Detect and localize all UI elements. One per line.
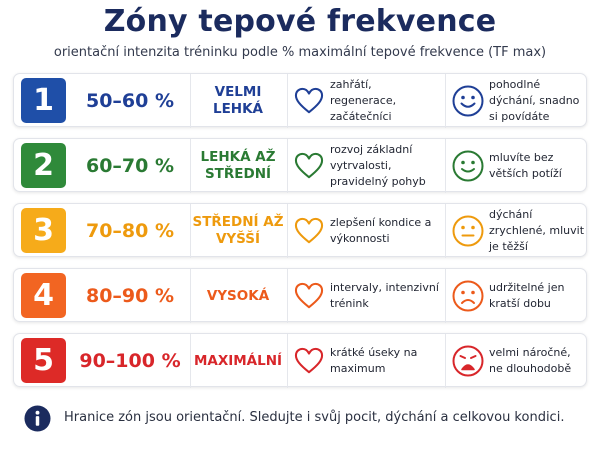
zone-level: VELMI LEHKÁ — [212, 84, 264, 117]
divider — [445, 204, 446, 258]
zone-breathing: dýchání zrychlené, mluvit je těžší — [489, 208, 585, 253]
frowning-face-icon — [452, 280, 484, 312]
zone-number-badge: 4 — [21, 273, 66, 318]
zone-list: 1 50–60 % VELMI LEHKÁ zahřátí, regenerac… — [13, 73, 587, 398]
smiling-face-icon — [452, 85, 484, 117]
divider — [445, 139, 446, 193]
divider — [190, 74, 191, 128]
divider — [190, 204, 191, 258]
zone-percent: 80–90 % — [85, 285, 175, 307]
zone-row-4: 4 80–90 % VYSOKÁ intervaly, intenzivní t… — [13, 268, 587, 323]
zone-number-badge: 2 — [21, 143, 66, 188]
heart-outline-icon — [294, 347, 324, 374]
zone-breathing: udržitelné jen kratší dobu — [489, 281, 565, 310]
neutral-face-icon — [452, 215, 484, 247]
zone-number-badge: 5 — [21, 338, 66, 383]
zone-percent: 50–60 % — [85, 90, 175, 112]
zone-description: krátké úseky na maximum — [330, 346, 418, 375]
info-icon — [24, 405, 51, 432]
page-subtitle: orientační intenzita tréninku podle % ma… — [53, 45, 547, 60]
heart-outline-icon — [294, 87, 324, 114]
divider — [190, 334, 191, 388]
divider — [287, 204, 288, 258]
zone-percent: 60–70 % — [85, 155, 175, 177]
zone-row-2: 2 60–70 % LEHKÁ AŽ STŘEDNÍ rozvoj základ… — [13, 138, 587, 193]
zone-breathing: mluvíte bez větších potíží — [489, 151, 562, 180]
zone-level: VYSOKÁ — [206, 287, 270, 304]
distressed-face-icon — [452, 345, 484, 377]
divider — [287, 334, 288, 388]
divider — [445, 74, 446, 128]
divider — [287, 139, 288, 193]
zone-percent: 70–80 % — [85, 220, 175, 242]
zone-percent: 90–100 % — [79, 350, 181, 372]
heart-outline-icon — [294, 217, 324, 244]
zone-description: zlepšení kondice a výkonnosti — [330, 216, 432, 245]
zone-number-badge: 1 — [21, 78, 66, 123]
zone-number-badge: 3 — [21, 208, 66, 253]
zone-row-1: 1 50–60 % VELMI LEHKÁ zahřátí, regenerac… — [13, 73, 587, 128]
zone-description: rozvoj základní vytrvalosti, pravidelný … — [330, 143, 426, 188]
zone-level: STŘEDNÍ AŽ VYŠŠÍ — [192, 214, 284, 247]
divider — [287, 269, 288, 323]
heart-outline-icon — [294, 282, 324, 309]
divider — [190, 269, 191, 323]
divider — [287, 74, 288, 128]
zone-description: zahřátí, regenerace, začátečníci — [330, 78, 397, 123]
zone-level: LEHKÁ AŽ STŘEDNÍ — [200, 149, 276, 182]
smiling-face-icon — [452, 150, 484, 182]
divider — [445, 334, 446, 388]
zone-level: MAXIMÁLNÍ — [193, 352, 283, 369]
divider — [190, 139, 191, 193]
heart-outline-icon — [294, 152, 324, 179]
page-title: Zóny tepové frekvence — [103, 4, 497, 39]
note-text: Hranice zón jsou orientační. Sledujte i … — [64, 410, 565, 425]
zone-description: intervaly, intenzivní trénink — [330, 281, 439, 310]
divider — [445, 269, 446, 323]
info-note: Hranice zón jsou orientační. Sledujte i … — [24, 405, 584, 433]
zone-breathing: pohodlné dýchání, snadno si povídáte — [489, 78, 580, 123]
zone-row-3: 3 70–80 % STŘEDNÍ AŽ VYŠŠÍ zlepšení kond… — [13, 203, 587, 258]
zone-breathing: velmi náročné, ne dlouhodobě — [489, 346, 572, 375]
zone-row-5: 5 90–100 % MAXIMÁLNÍ krátké úseky na max… — [13, 333, 587, 388]
